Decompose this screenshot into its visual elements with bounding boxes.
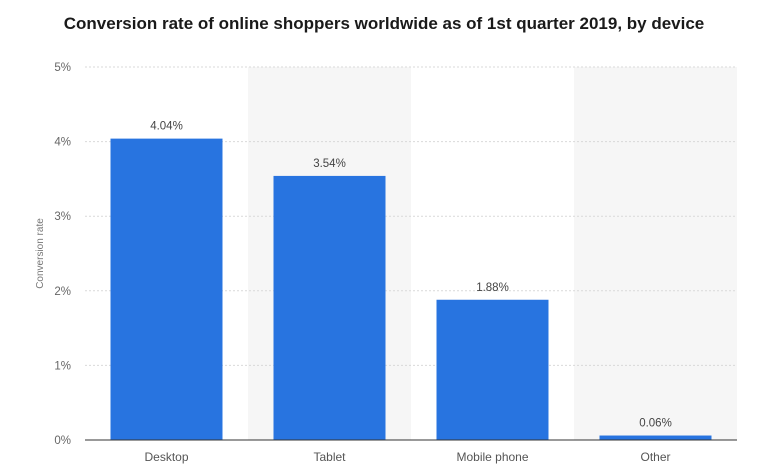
x-tick-label: Desktop	[144, 450, 188, 464]
x-tick-label: Tablet	[313, 450, 346, 464]
bar[interactable]	[110, 138, 223, 440]
data-label: 0.06%	[639, 418, 672, 430]
y-tick-label: 2%	[54, 286, 71, 298]
chart-title: Conversion rate of online shoppers world…	[63, 14, 705, 33]
y-tick-label: 5%	[54, 62, 71, 74]
bars	[110, 138, 712, 440]
data-label: 1.88%	[476, 282, 509, 294]
bar[interactable]	[599, 435, 712, 440]
y-axis-title: Conversion rate	[35, 218, 46, 289]
x-tick-label: Other	[640, 450, 670, 464]
x-tick-label: Mobile phone	[456, 450, 528, 464]
y-tick-label: 0%	[54, 435, 71, 447]
background-band	[574, 67, 737, 440]
bar[interactable]	[273, 175, 386, 440]
y-tick-label: 3%	[54, 211, 71, 223]
value-labels: 4.04% 3.54% 1.88% 0.06%	[150, 121, 672, 430]
y-axis-ticks: 0% 1% 2% 3% 4% 5%	[54, 62, 71, 447]
category-labels: Desktop Tablet Mobile phone Other	[144, 450, 670, 464]
y-tick-label: 1%	[54, 360, 71, 372]
y-tick-label: 4%	[54, 137, 71, 149]
data-label: 3.54%	[313, 158, 346, 170]
bar[interactable]	[436, 299, 549, 440]
data-label: 4.04%	[150, 121, 183, 133]
